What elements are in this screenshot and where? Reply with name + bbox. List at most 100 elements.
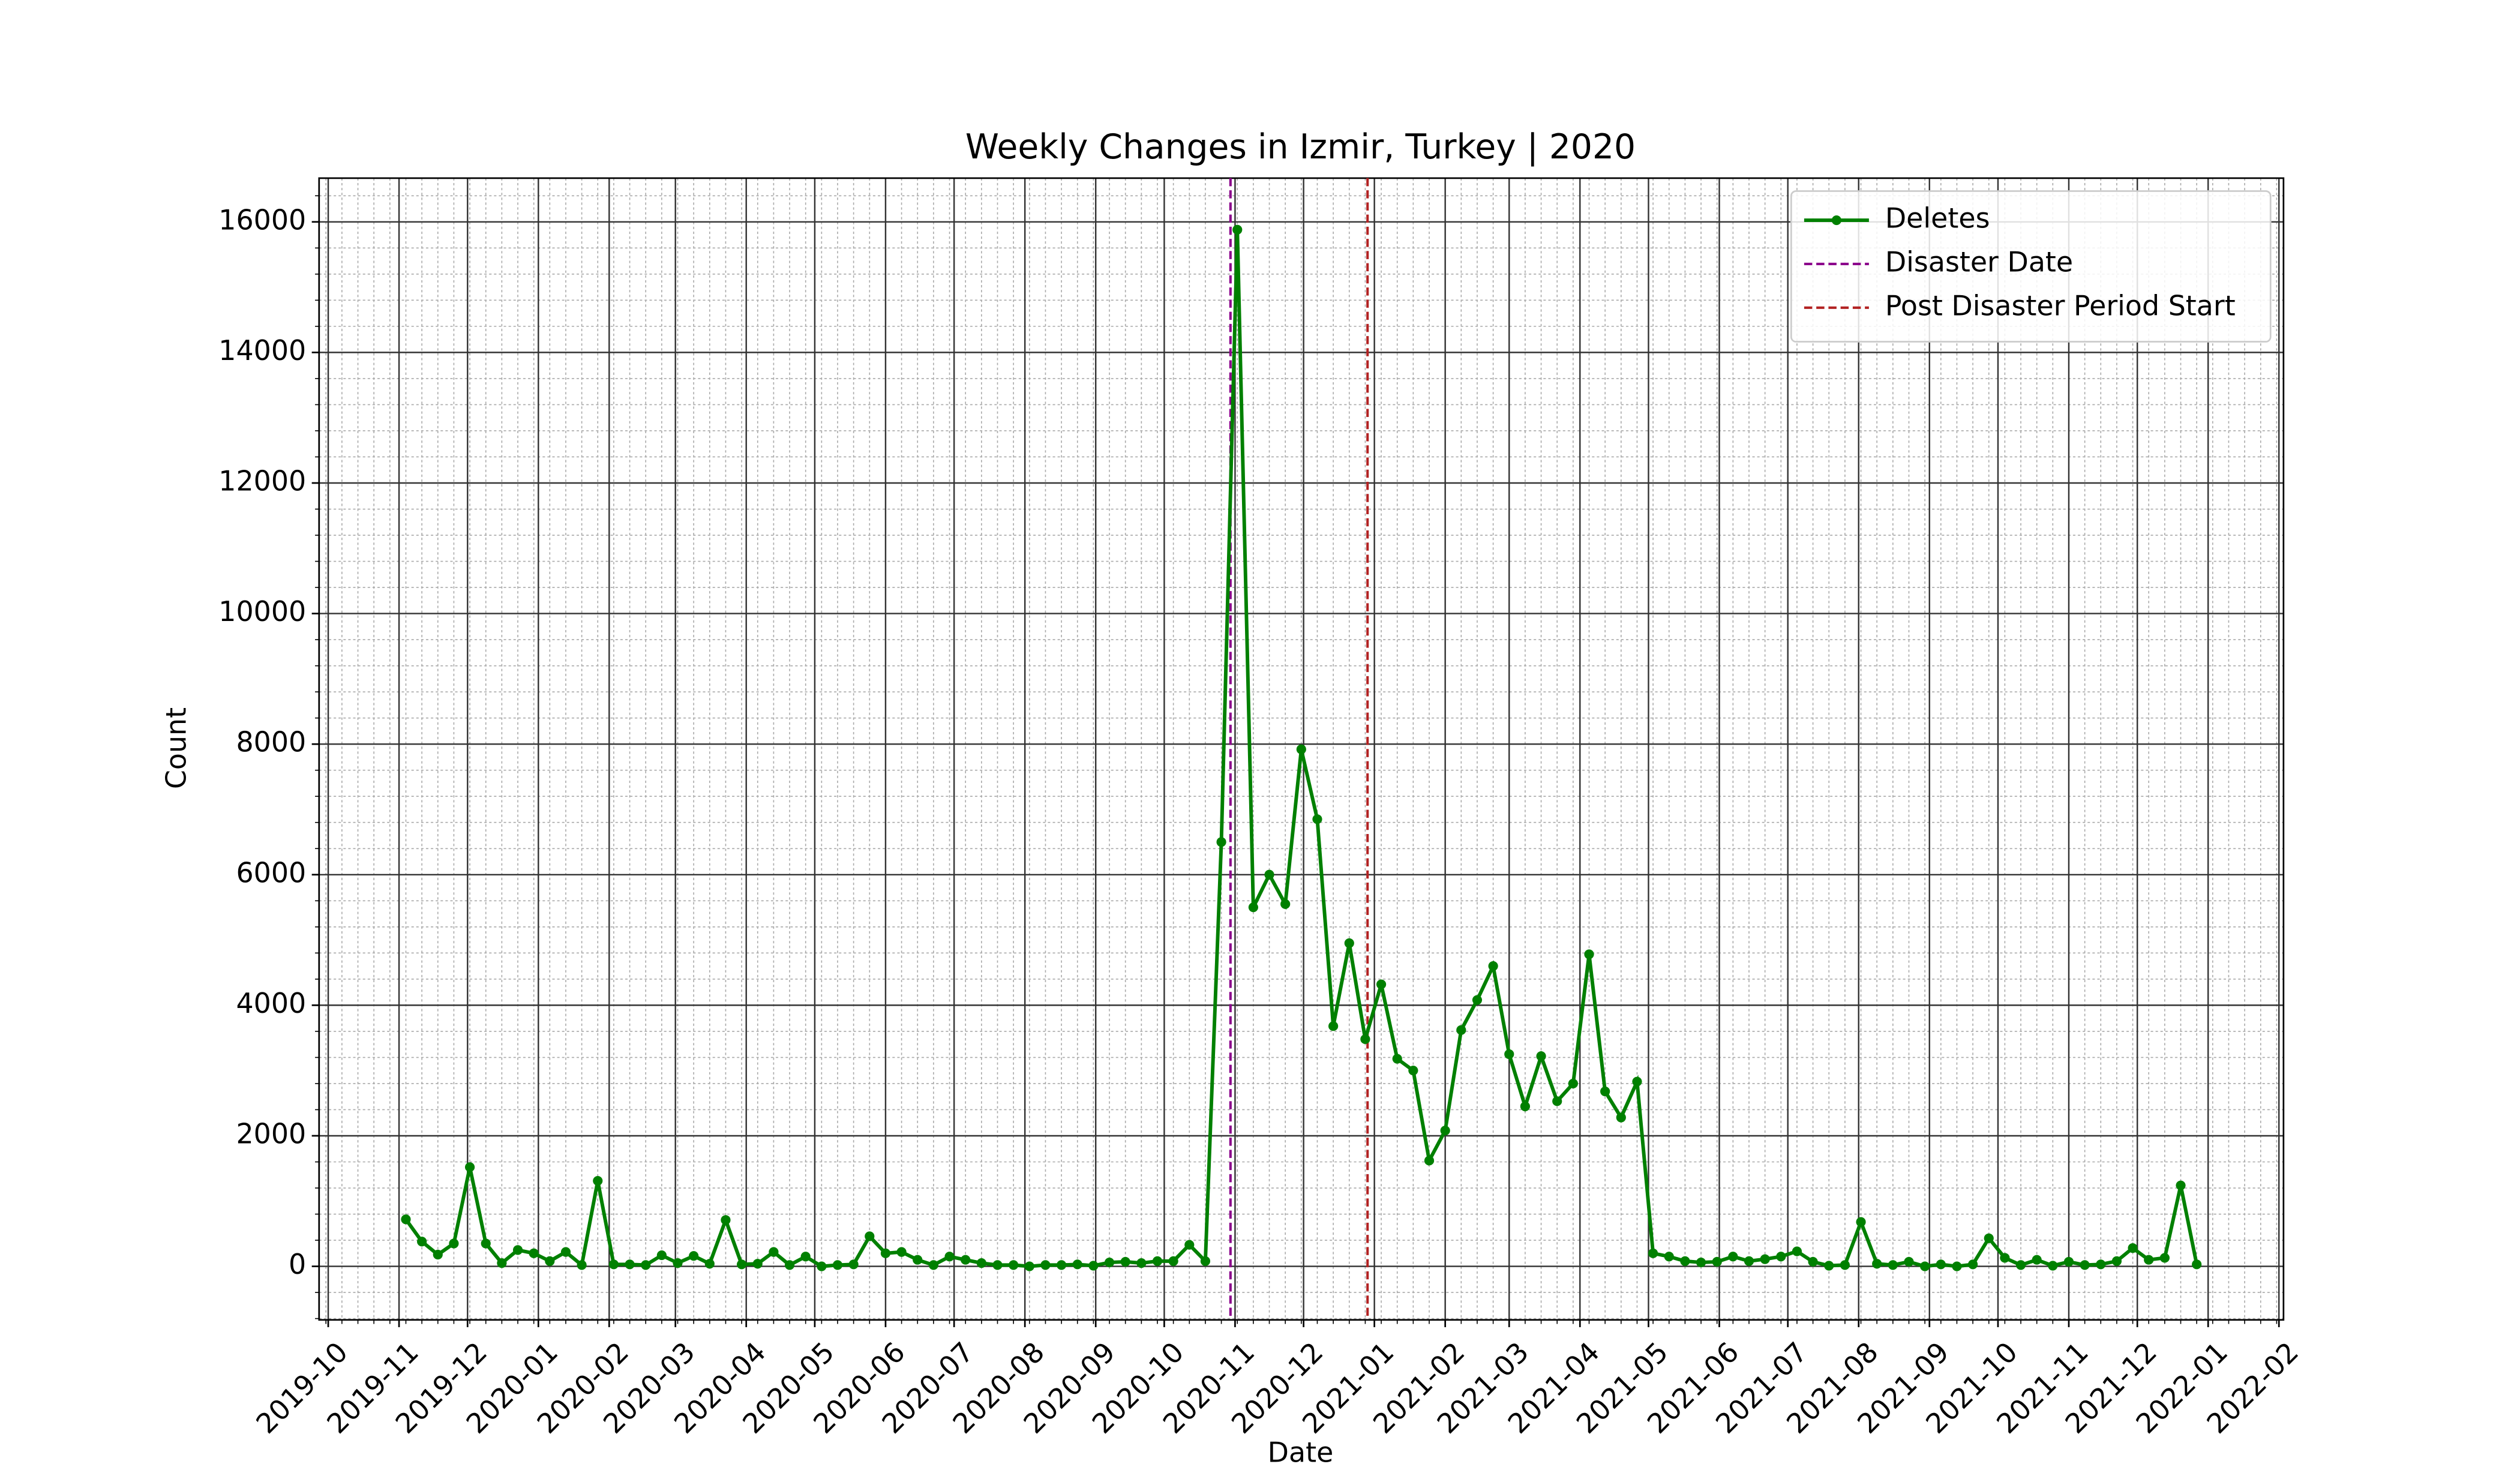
data-point: [464, 1162, 475, 1172]
chart-title: Weekly Changes in Izmir, Turkey | 2020: [965, 127, 1636, 167]
data-point: [656, 1250, 667, 1261]
data-point: [976, 1258, 986, 1268]
legend-label: Post Disaster Period Start: [1885, 289, 2236, 322]
data-point: [928, 1260, 938, 1270]
x-axis-label: Date: [1268, 1436, 1334, 1468]
y-tick-label: 12000: [218, 464, 306, 497]
data-point: [608, 1259, 619, 1270]
data-point: [2192, 1259, 2202, 1270]
data-point: [2144, 1255, 2154, 1265]
data-point: [1344, 938, 1354, 949]
data-point: [1184, 1240, 1195, 1250]
legend-label: Deletes: [1885, 202, 1990, 235]
data-point: [1120, 1256, 1130, 1267]
legend-label: Disaster Date: [1885, 245, 2073, 278]
data-point: [1360, 1034, 1370, 1045]
data-point: [1504, 1049, 1514, 1060]
data-point: [1248, 902, 1258, 913]
data-point: [721, 1215, 731, 1225]
y-tick-label: 10000: [218, 595, 306, 628]
data-point: [1600, 1086, 1610, 1097]
data-point: [1616, 1112, 1626, 1123]
data-point: [1408, 1066, 1418, 1076]
data-point: [817, 1261, 827, 1271]
data-point: [1009, 1260, 1019, 1270]
data-point: [1680, 1256, 1690, 1266]
data-point: [1040, 1260, 1051, 1270]
data-point: [1744, 1256, 1754, 1266]
data-point: [1472, 995, 1483, 1005]
data-point: [560, 1247, 571, 1257]
data-point: [704, 1259, 715, 1269]
data-point: [1840, 1260, 1850, 1270]
data-point: [880, 1248, 891, 1258]
data-point: [1967, 1259, 1978, 1270]
data-point: [1376, 979, 1387, 989]
data-point: [752, 1259, 763, 1269]
data-point: [1664, 1252, 1674, 1262]
data-point: [1392, 1054, 1402, 1064]
y-tick-label: 8000: [236, 726, 306, 758]
data-point: [1088, 1261, 1099, 1271]
data-point: [401, 1214, 411, 1225]
data-point: [2000, 1253, 2010, 1263]
y-tick-label: 14000: [218, 334, 306, 367]
data-point: [992, 1260, 1003, 1270]
y-tick-label: 0: [289, 1248, 306, 1280]
data-point: [1536, 1051, 1546, 1061]
data-point: [1056, 1260, 1067, 1270]
data-point: [2176, 1180, 2186, 1190]
data-point: [800, 1252, 811, 1262]
data-point: [1568, 1078, 1578, 1089]
data-point: [1488, 961, 1498, 971]
data-point: [593, 1175, 603, 1186]
data-point: [1264, 869, 1274, 880]
data-point: [1456, 1025, 1466, 1035]
data-point: [1328, 1021, 1339, 1031]
data-point: [2159, 1253, 2170, 1263]
data-point: [1200, 1256, 1211, 1266]
data-point: [1920, 1261, 1930, 1271]
legend-box: [1790, 190, 2272, 343]
data-point: [2080, 1260, 2090, 1270]
data-point: [961, 1255, 971, 1265]
data-point: [417, 1237, 427, 1247]
data-point: [689, 1251, 699, 1261]
data-point: [769, 1247, 779, 1257]
data-point: [1152, 1256, 1163, 1266]
data-point: [2128, 1243, 2138, 1253]
data-point: [2063, 1256, 2074, 1267]
y-axis-label: Count: [160, 707, 192, 789]
data-point: [641, 1260, 651, 1270]
data-point: [1072, 1259, 1082, 1270]
data-point: [896, 1247, 907, 1257]
data-point: [1888, 1260, 1898, 1270]
data-point: [737, 1259, 747, 1270]
data-point: [944, 1252, 955, 1262]
data-point: [1440, 1126, 1450, 1136]
data-point: [1952, 1261, 1962, 1271]
data-point: [1632, 1076, 1642, 1087]
data-point: [481, 1238, 491, 1249]
data-point: [1312, 814, 1322, 824]
data-point: [913, 1255, 923, 1265]
data-point: [1216, 837, 1226, 847]
data-point: [1824, 1261, 1834, 1271]
data-point: [512, 1245, 523, 1255]
data-point: [1136, 1258, 1147, 1268]
data-point: [529, 1248, 539, 1258]
data-point: [1104, 1257, 1115, 1268]
data-point: [848, 1259, 859, 1270]
data-point: [1712, 1256, 1722, 1267]
plot-frame: [318, 177, 2285, 1321]
data-point: [1168, 1256, 1178, 1266]
data-point: [1984, 1233, 1994, 1243]
data-point: [1296, 744, 1306, 754]
y-tick-label: 2000: [236, 1117, 306, 1150]
data-point: [625, 1259, 635, 1270]
data-point: [1696, 1257, 1706, 1268]
data-point: [832, 1260, 843, 1270]
y-tick-label: 16000: [218, 203, 306, 236]
data-point: [497, 1258, 507, 1268]
